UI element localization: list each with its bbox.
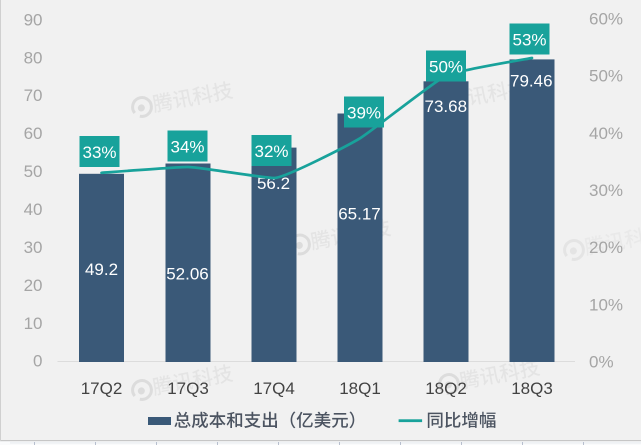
svg-text:34%: 34% <box>170 137 204 156</box>
svg-text:40%: 40% <box>589 124 623 143</box>
svg-text:10: 10 <box>24 314 43 333</box>
svg-text:0: 0 <box>33 352 42 371</box>
svg-text:50%: 50% <box>429 57 463 76</box>
svg-text:90: 90 <box>24 10 43 29</box>
svg-text:60: 60 <box>24 124 43 143</box>
svg-text:17Q2: 17Q2 <box>81 379 123 398</box>
svg-text:18Q1: 18Q1 <box>339 379 381 398</box>
svg-text:17Q4: 17Q4 <box>253 379 295 398</box>
svg-text:79.46: 79.46 <box>510 72 553 91</box>
svg-text:49.2: 49.2 <box>85 260 118 279</box>
svg-text:39%: 39% <box>347 103 381 122</box>
svg-text:70: 70 <box>24 86 43 105</box>
svg-text:40: 40 <box>24 200 43 219</box>
svg-text:80: 80 <box>24 48 43 67</box>
svg-text:20%: 20% <box>589 238 623 257</box>
svg-text:50%: 50% <box>589 67 623 86</box>
svg-text:30: 30 <box>24 238 43 257</box>
svg-text:33%: 33% <box>82 143 116 162</box>
svg-text:17Q3: 17Q3 <box>167 379 209 398</box>
svg-text:52.06: 52.06 <box>166 265 209 284</box>
svg-text:73.68: 73.68 <box>425 97 468 116</box>
svg-text:30%: 30% <box>589 181 623 200</box>
svg-text:10%: 10% <box>589 295 623 314</box>
svg-text:50: 50 <box>24 162 43 181</box>
svg-text:20: 20 <box>24 276 43 295</box>
svg-text:18Q2: 18Q2 <box>425 379 467 398</box>
svg-text:18Q3: 18Q3 <box>511 379 553 398</box>
svg-text:60%: 60% <box>589 9 623 28</box>
svg-text:0%: 0% <box>589 353 614 372</box>
svg-text:53%: 53% <box>512 30 546 49</box>
svg-text:32%: 32% <box>254 142 288 161</box>
svg-text:56.2: 56.2 <box>257 174 290 193</box>
svg-text:65.17: 65.17 <box>338 204 381 223</box>
